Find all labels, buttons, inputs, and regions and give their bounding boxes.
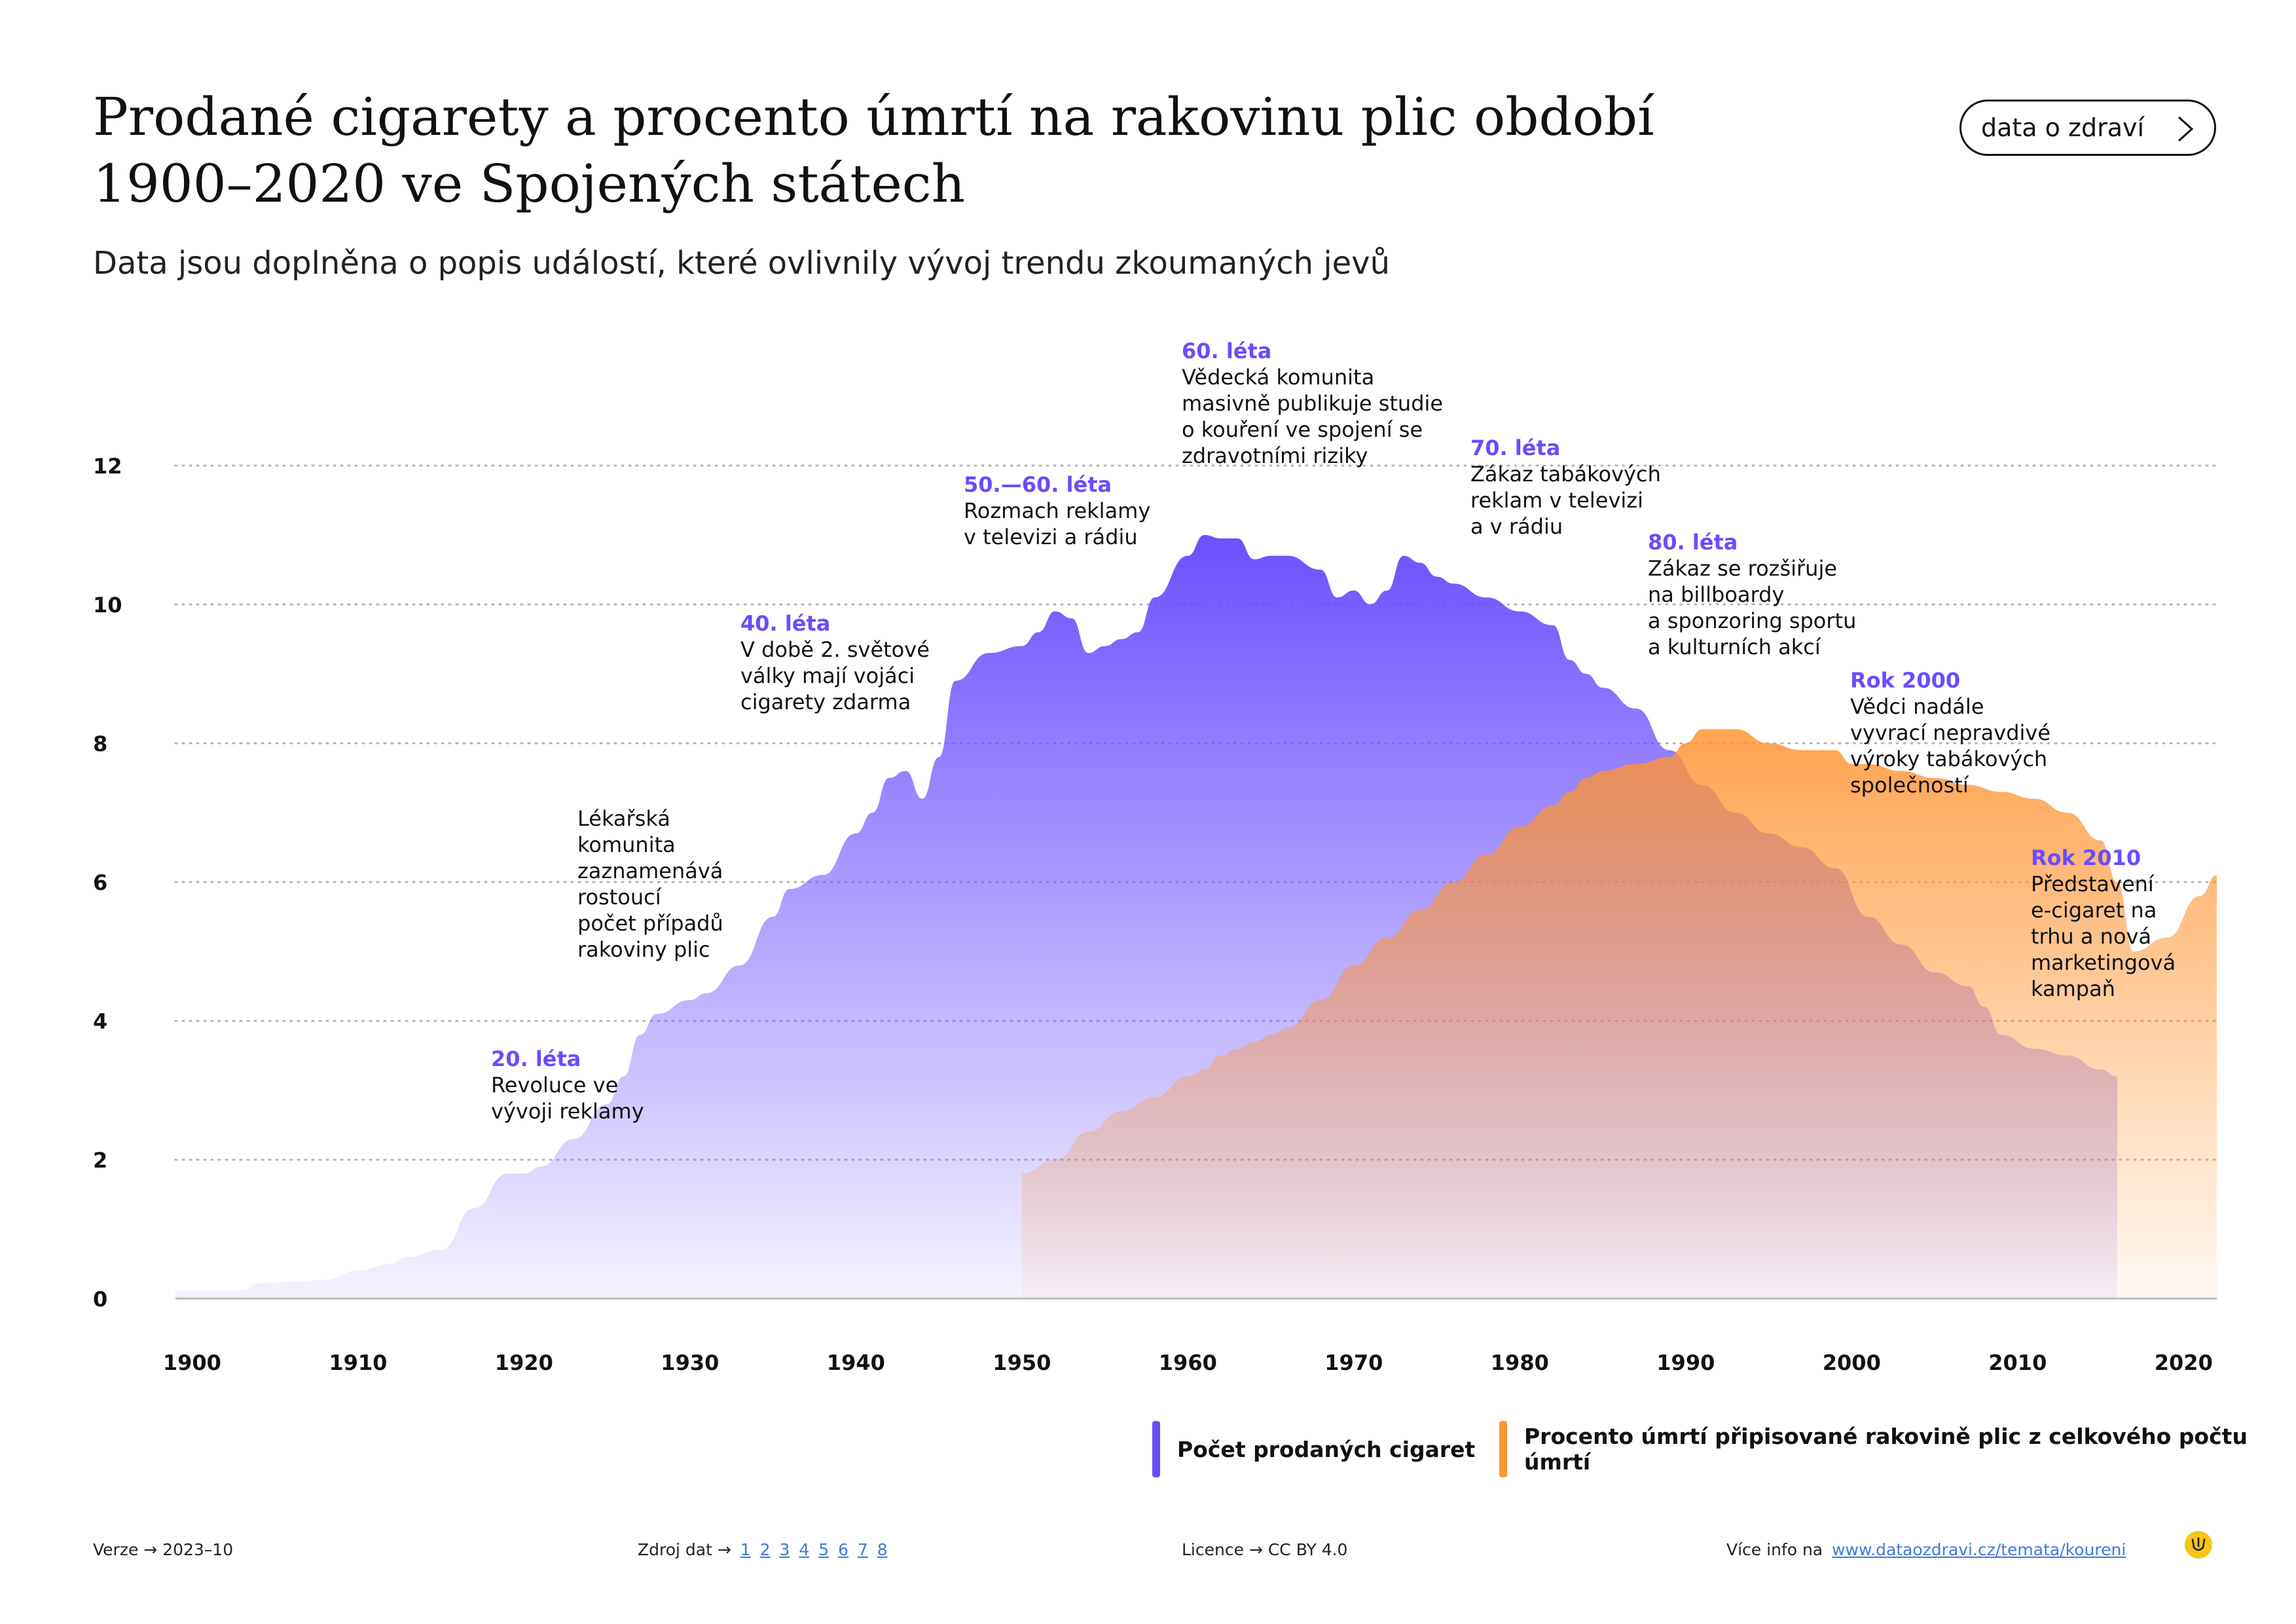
page-title: Prodané cigarety a procento úmrtí na rak…: [93, 84, 1730, 217]
page-subtitle: Data jsou doplněna o popis událostí, kte…: [93, 245, 1391, 282]
x-tick-label: 1900: [163, 1350, 221, 1375]
annotation-2010: Rok 2010 Představení e-cigaret na trhu a…: [2031, 845, 2176, 1002]
legend-swatch-lung-cancer: [1499, 1421, 1507, 1477]
source-link-7[interactable]: 7: [857, 1540, 868, 1559]
brand-button-label: data o zdraví: [1981, 113, 2145, 142]
x-tick-label: 1920: [495, 1350, 553, 1375]
annotation-2000: Rok 2000 Vědci nadále vyvrací nepravdivé…: [1850, 667, 2050, 798]
annotation-text: Rozmach reklamy v televizi a rádiu: [964, 498, 1151, 549]
x-tick-label: 1970: [1324, 1350, 1383, 1375]
series-area-lung-cancer: [1021, 729, 2217, 1299]
x-tick-label: 1980: [1491, 1350, 1549, 1375]
chevron-right-icon: [2178, 116, 2194, 142]
footer-source: Zdroj dat → 1 2 3 4 5 6 7 8: [638, 1540, 888, 1559]
annotation-1920s: 20. léta Revoluce ve vývoji reklamy: [491, 1046, 644, 1124]
y-tick-label: 2: [93, 1148, 107, 1173]
x-tick-label: 1950: [993, 1350, 1051, 1375]
annotation-text: V době 2. světové války mají vojáci ciga…: [740, 637, 930, 714]
annotation-1950s-1960s: 50.—60. léta Rozmach reklamy v televizi …: [964, 471, 1150, 550]
annotation-era: Rok 2000: [1850, 668, 1961, 693]
footer-version: Verze → 2023–10: [93, 1540, 233, 1559]
annotation-era: 50.—60. léta: [964, 472, 1112, 497]
source-link-5[interactable]: 5: [818, 1540, 829, 1559]
source-label: Zdroj dat: [638, 1540, 712, 1559]
footer-license: Licence → CC BY 4.0: [1182, 1540, 1347, 1559]
x-tick-label: 2020: [2155, 1350, 2213, 1375]
y-tick-label: 12: [93, 454, 122, 479]
y-tick-label: 10: [93, 593, 122, 618]
annotation-text: Zákaz tabákových reklam v televizi a v r…: [1470, 462, 1661, 539]
more-info-link[interactable]: www.dataozdravi.cz/temata/koureni: [1832, 1540, 2126, 1559]
logo-icon: [2185, 1531, 2212, 1559]
source-link-4[interactable]: 4: [799, 1540, 810, 1559]
arrow-right-icon: →: [1248, 1540, 1268, 1559]
annotation-text: Zákaz se rozšiřuje na billboardy a sponz…: [1648, 556, 1857, 659]
source-link-6[interactable]: 6: [838, 1540, 848, 1559]
source-link-2[interactable]: 2: [759, 1540, 771, 1559]
annotation-text: Vědecká komunita masivně publikuje studi…: [1182, 365, 1444, 468]
more-info-label: Více info na: [1726, 1540, 1823, 1559]
annotation-1980s: 80. léta Zákaz se rozšiřuje na billboard…: [1648, 529, 1856, 660]
x-tick-label: 1910: [329, 1350, 387, 1375]
annotation-text: Lékařská komunita zaznamenává rostoucí p…: [577, 806, 723, 962]
arrow-right-icon: →: [143, 1540, 163, 1559]
version-label: Verze: [93, 1540, 139, 1559]
y-axis-ticks: 0 2 4 6 8 10 12: [93, 454, 122, 1312]
legend-item-lung-cancer: Procento úmrtí připisované rakovině plic…: [1499, 1421, 2296, 1477]
annotation-text: Vědci nadále vyvrací nepravdivé výroky t…: [1850, 694, 2051, 798]
annotation-era: 40. léta: [740, 611, 831, 636]
y-tick-label: 4: [93, 1009, 107, 1034]
arrow-right-icon: →: [717, 1540, 731, 1559]
source-link-1[interactable]: 1: [740, 1540, 751, 1559]
y-tick-label: 8: [93, 731, 107, 756]
annotation-era: 60. léta: [1182, 339, 1272, 363]
x-tick-label: 2000: [1823, 1350, 1881, 1375]
source-link-3[interactable]: 3: [779, 1540, 790, 1559]
legend-item-cigarettes: Počet prodaných cigaret: [1152, 1421, 1475, 1477]
chart-areas: [175, 535, 2217, 1299]
x-tick-label: 1960: [1159, 1350, 1217, 1375]
x-tick-label: 2010: [1988, 1350, 2047, 1375]
annotation-1970s: 70. léta Zákaz tabákových reklam v telev…: [1470, 435, 1661, 540]
legend-swatch-cigarettes: [1152, 1421, 1160, 1477]
annotation-medical-community: Lékařská komunita zaznamenává rostoucí p…: [577, 805, 723, 963]
title-line-2: 1900–2020 ve Spojených státech: [93, 153, 966, 214]
annotation-1960s: 60. léta Vědecká komunita masivně publik…: [1182, 338, 1443, 469]
x-tick-label: 1940: [827, 1350, 885, 1375]
annotation-text: Představení e-cigaret na trhu a nová mar…: [2031, 872, 2176, 1001]
annotation-text: Revoluce ve vývoji reklamy: [491, 1073, 644, 1124]
footer-more-info: Více info na www.dataozdravi.cz/temata/k…: [1726, 1540, 2126, 1559]
legend-label-lung-cancer: Procento úmrtí připisované rakovině plic…: [1524, 1424, 2248, 1475]
annotation-era: 80. léta: [1648, 530, 1738, 555]
x-axis-ticks: 1900 1910 1920 1930 1940 1950 1960 1970 1980 1990…: [163, 1350, 2213, 1375]
annotation-era: Rok 2010: [2031, 845, 2141, 870]
title-line-1: Prodané cigarety a procento úmrtí na rak…: [93, 86, 1654, 147]
annotation-era: 70. léta: [1470, 435, 1561, 460]
license-value: CC BY 4.0: [1267, 1540, 1348, 1559]
annotation-1940s: 40. léta V době 2. světové války mají vo…: [740, 610, 930, 715]
annotation-era: 20. léta: [491, 1046, 581, 1071]
y-tick-label: 6: [93, 870, 107, 895]
data-o-zdravi-button[interactable]: data o zdraví: [1959, 100, 2216, 156]
license-label: Licence: [1182, 1540, 1244, 1559]
source-link-8[interactable]: 8: [877, 1540, 888, 1559]
legend-label-cigarettes: Počet prodaných cigaret: [1177, 1436, 1476, 1462]
x-tick-label: 1990: [1656, 1350, 1715, 1375]
x-tick-label: 1930: [661, 1350, 719, 1375]
version-value: 2023–10: [162, 1540, 234, 1559]
y-tick-label: 0: [93, 1287, 107, 1312]
